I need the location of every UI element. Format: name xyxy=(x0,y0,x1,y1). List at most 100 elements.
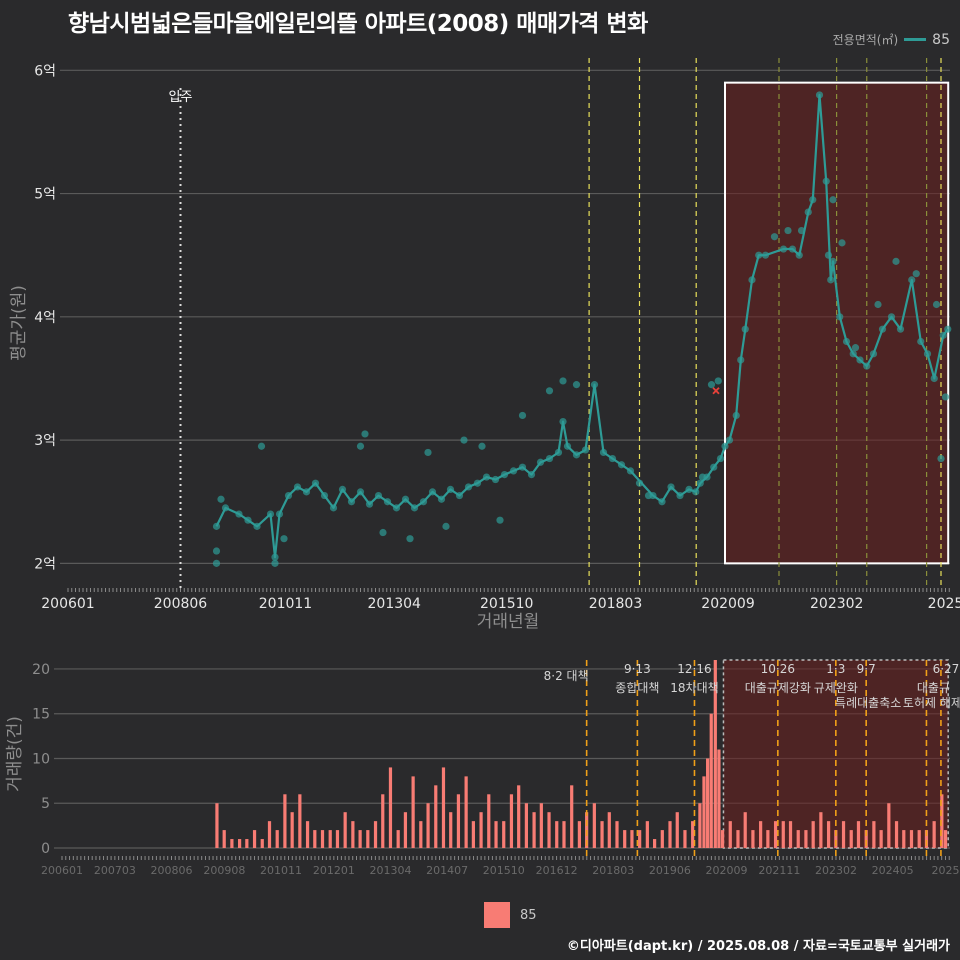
volume-bar xyxy=(668,821,672,848)
volume-bar xyxy=(509,794,514,848)
volume-bar xyxy=(532,812,536,848)
move-in-label: 입주 xyxy=(169,90,193,105)
volume-bar xyxy=(894,821,899,848)
volume-bar xyxy=(781,821,785,848)
scatter-point xyxy=(212,559,221,567)
annotation-text: 대출규제강화 xyxy=(745,681,811,695)
volume-bar xyxy=(562,821,566,848)
annotation-text: 대출규 xyxy=(917,681,950,695)
volume-bar xyxy=(717,749,721,848)
volume-bar xyxy=(502,821,506,848)
legend-value: 85 xyxy=(932,31,950,48)
scatter-point xyxy=(271,559,279,567)
volume-bar xyxy=(683,830,687,848)
scatter-point xyxy=(442,522,450,530)
x-tick-label: 201304 xyxy=(368,596,422,612)
volume-bar xyxy=(434,785,438,848)
x-tick-label: 202302 xyxy=(810,596,863,612)
x-tick-label: 201803 xyxy=(589,596,642,612)
y-tick-label: 0 xyxy=(41,841,50,857)
scatter-point xyxy=(257,442,266,450)
volume-bar xyxy=(592,803,596,848)
volume-bar xyxy=(826,821,831,848)
scatter-point xyxy=(217,495,225,503)
x-tick-label: 202009 xyxy=(706,864,748,877)
volume-bar xyxy=(788,821,793,848)
volume-bar xyxy=(373,821,378,848)
x-tick-label: 202111 xyxy=(758,864,800,877)
volume-bar xyxy=(879,830,883,848)
volume-bar xyxy=(856,821,861,848)
volume-bar xyxy=(751,830,755,848)
volume-bar xyxy=(358,830,362,848)
x-tick-label: 201803 xyxy=(592,864,634,877)
volume-bar xyxy=(426,803,430,848)
volume-bar xyxy=(419,821,423,848)
x-tick-label: 2025 xyxy=(928,596,960,612)
volume-bar xyxy=(720,830,725,848)
volume-bar xyxy=(570,785,574,848)
scatter-point xyxy=(937,454,945,463)
x-tick-label: 200601 xyxy=(41,596,94,612)
volume-bar xyxy=(841,821,846,848)
volume-bar xyxy=(456,794,461,848)
volume-bar xyxy=(441,767,446,848)
volume-bar xyxy=(313,830,317,848)
y-axis-label: 평균가(원) xyxy=(9,285,29,361)
volume-bar xyxy=(872,821,876,848)
volume-bar xyxy=(411,776,415,848)
volume-bar xyxy=(275,830,279,848)
special-marker xyxy=(712,387,720,395)
volume-bar xyxy=(607,812,611,848)
x-tick-label: 200806 xyxy=(154,596,208,612)
volume-bar xyxy=(834,830,838,848)
volume-bar xyxy=(652,839,657,848)
volume-bar xyxy=(494,821,498,848)
scatter-point xyxy=(379,528,387,537)
annotation-text: 18차대책 xyxy=(670,680,718,695)
scatter-point xyxy=(874,300,882,309)
legend-title: 전용면적(㎡) xyxy=(832,33,899,47)
volume-bar xyxy=(381,794,385,848)
price-plot: 2억 3억 4억 5억 6억 200601 200806 201011 201304 201510… xyxy=(9,58,960,632)
x-tick-label: 202302 xyxy=(815,864,857,877)
scatter-point xyxy=(545,387,554,395)
scatter-point xyxy=(770,233,779,241)
x-tick-label: 201612 xyxy=(536,864,578,877)
volume-bar xyxy=(283,794,287,848)
volume-bar xyxy=(479,812,483,848)
y-tick-label: 15 xyxy=(32,707,50,723)
volume-bar xyxy=(691,821,695,848)
scatter-point xyxy=(932,300,941,309)
series-line xyxy=(215,93,949,559)
volume-bar xyxy=(849,830,853,848)
annotation-text: 토허제 해제 xyxy=(903,696,960,710)
y-tick-label: 6억 xyxy=(34,63,56,79)
x-tick-label: 201011 xyxy=(260,864,302,877)
x-tick-label: 202405 xyxy=(872,864,914,877)
annotation-date: 6·27 xyxy=(933,662,960,676)
scatter-point xyxy=(559,377,567,385)
volume-plot: 0 5 10 15 20 거래량(건) 200601 200703 200806 200908 20… xyxy=(5,659,960,877)
volume-legend: 85 xyxy=(484,902,537,928)
annotation-text: 규제완화 xyxy=(814,681,858,695)
annotation-date: 1·3 xyxy=(826,662,845,676)
scatter-point xyxy=(912,270,920,278)
volume-bar xyxy=(245,839,249,848)
volume-bar xyxy=(539,803,543,848)
legend-line-swatch xyxy=(904,38,927,41)
x-tick-label: 201304 xyxy=(369,864,411,877)
y-tick-label: 3억 xyxy=(34,433,56,449)
volume-bar xyxy=(713,660,717,848)
volume-bar xyxy=(615,821,619,848)
volume-bar xyxy=(819,812,823,848)
volume-bar xyxy=(728,821,732,848)
volume-bar xyxy=(940,794,944,848)
annotation-text: 종합대책 xyxy=(615,680,659,695)
volume-bar xyxy=(917,830,921,848)
volume-bar xyxy=(388,767,393,848)
volume-bar xyxy=(943,830,948,848)
scatter-point xyxy=(361,430,369,438)
volume-bar xyxy=(237,839,242,848)
volume-bar xyxy=(471,821,475,848)
